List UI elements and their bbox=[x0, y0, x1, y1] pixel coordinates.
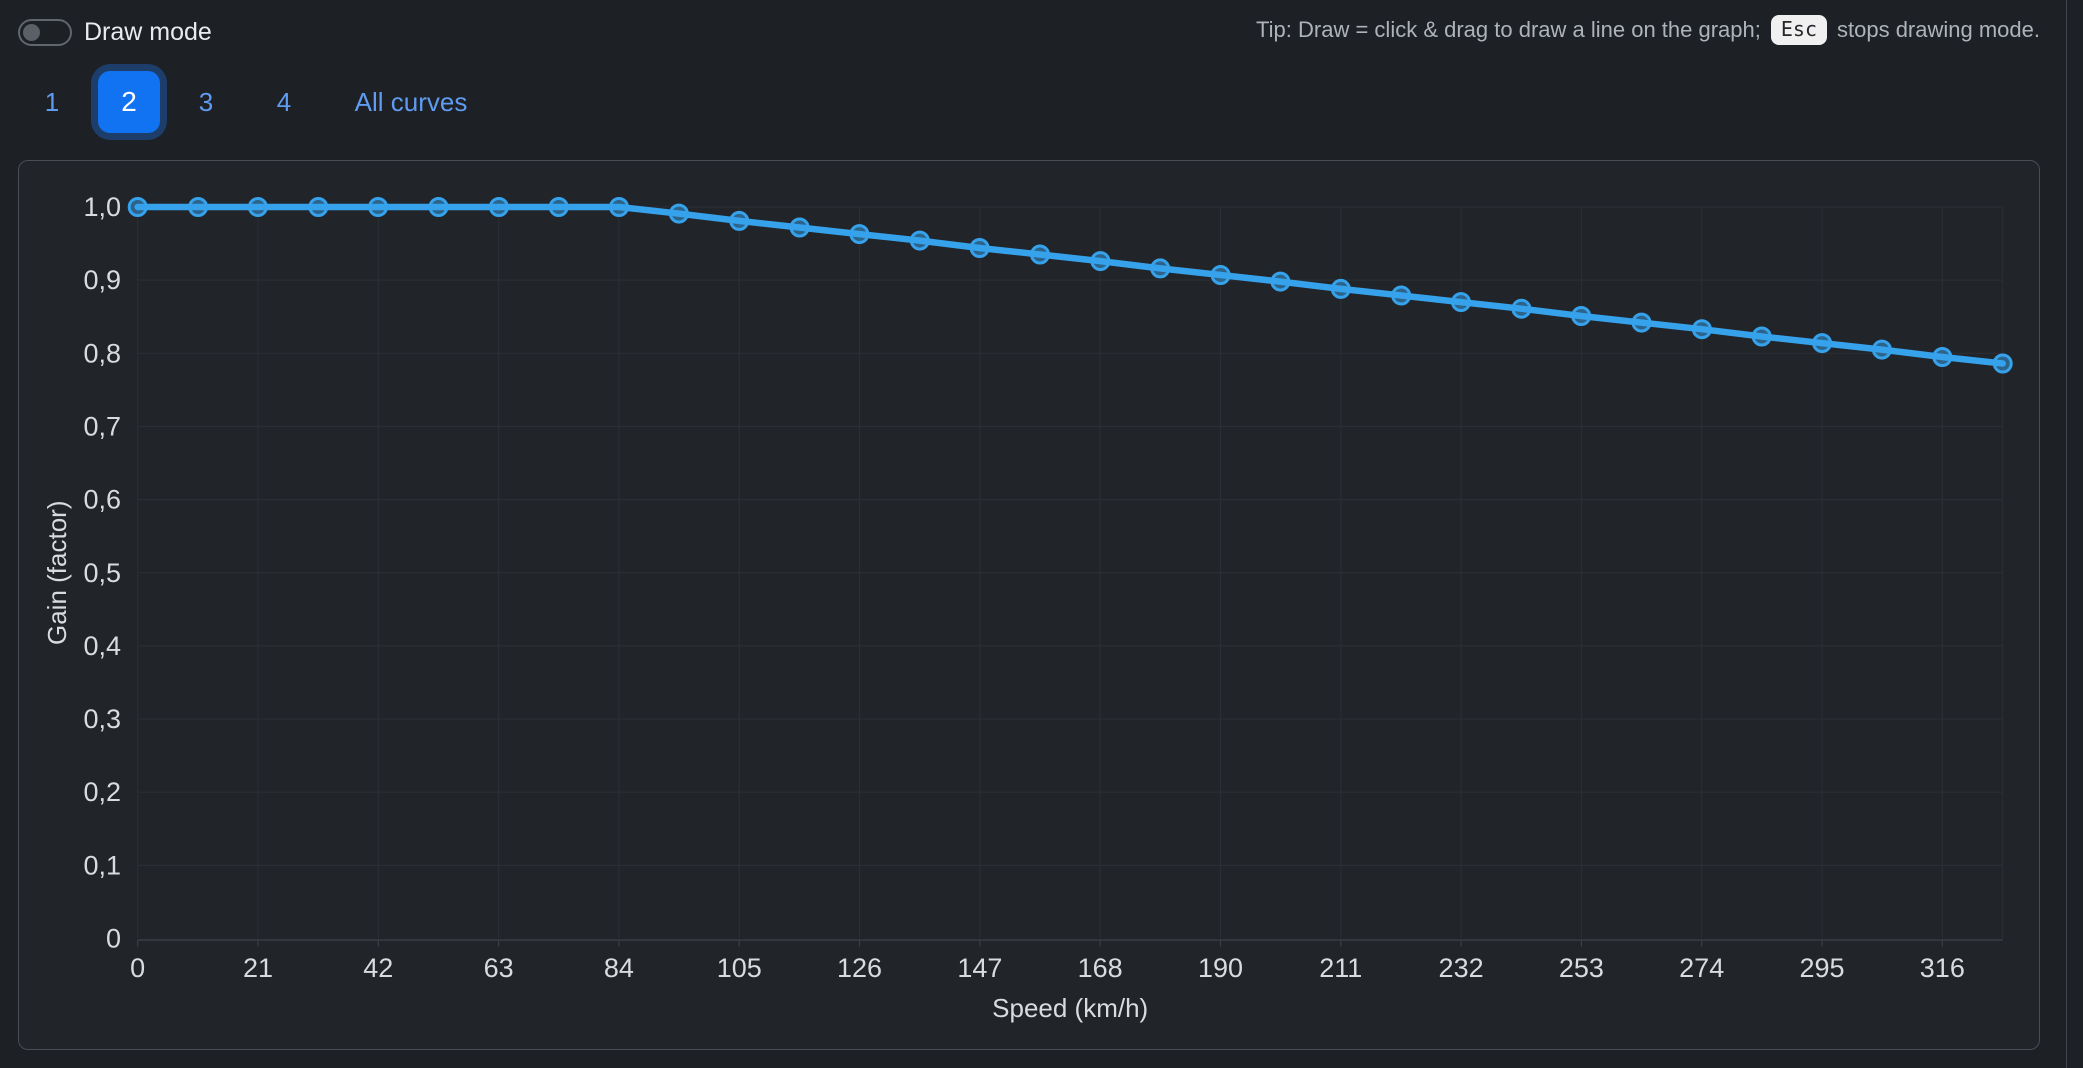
data-point-marker[interactable] bbox=[729, 210, 750, 231]
svg-text:274: 274 bbox=[1679, 953, 1724, 983]
curve-tabs: 1 2 3 4 All curves bbox=[0, 62, 1000, 142]
tip-text-after: stops drawing mode. bbox=[1837, 17, 2040, 42]
data-point-marker[interactable] bbox=[127, 197, 148, 217]
data-point-marker[interactable] bbox=[969, 238, 990, 258]
svg-text:0: 0 bbox=[106, 924, 121, 954]
svg-text:0,2: 0,2 bbox=[83, 777, 121, 807]
chart-grid bbox=[137, 206, 2004, 939]
svg-text:0,9: 0,9 bbox=[83, 265, 121, 295]
data-point-marker[interactable] bbox=[1631, 312, 1652, 333]
tip-text-before: Tip: Draw = click & drag to draw a line … bbox=[1256, 17, 1761, 42]
data-point-marker[interactable] bbox=[1751, 326, 1772, 347]
esc-keycap: Esc bbox=[1770, 15, 1827, 45]
x-axis-tick-labels: 0 21 42 63 84 105 126 147 168 190 211 232 253 274 295 3… bbox=[130, 953, 1965, 983]
gain-chart[interactable]: 1,0 0,9 0,8 0,7 0,6 0,5 0,4 0,3 0,2 0,1 00 21 42 63 84… bbox=[19, 161, 2041, 1051]
x-axis-line bbox=[137, 939, 2003, 947]
data-point-marker[interactable] bbox=[1270, 271, 1291, 292]
svg-text:211: 211 bbox=[1319, 953, 1362, 983]
svg-text:1,0: 1,0 bbox=[83, 192, 121, 222]
svg-text:0,1: 0,1 bbox=[83, 850, 121, 880]
svg-text:147: 147 bbox=[957, 953, 1002, 983]
right-edge-divider bbox=[2066, 0, 2067, 1068]
top-bar: Draw mode Tip: Draw = click & drag to dr… bbox=[0, 0, 2083, 60]
svg-text:0,5: 0,5 bbox=[83, 558, 121, 588]
chart-card: 1,0 0,9 0,8 0,7 0,6 0,5 0,4 0,3 0,2 0,1 0 0 21 42 63 84… bbox=[18, 160, 2040, 1050]
data-point-marker[interactable] bbox=[1210, 265, 1231, 285]
data-point-marker[interactable] bbox=[1090, 251, 1111, 272]
data-point-marker[interactable] bbox=[1451, 292, 1471, 313]
svg-text:295: 295 bbox=[1799, 953, 1844, 983]
data-point-marker[interactable] bbox=[849, 224, 870, 245]
tab-curve-2-selected[interactable]: 2 bbox=[98, 71, 160, 133]
data-point-marker[interactable] bbox=[1992, 353, 2013, 374]
svg-text:190: 190 bbox=[1198, 953, 1243, 983]
data-point-marker[interactable] bbox=[1150, 258, 1171, 279]
svg-text:126: 126 bbox=[837, 953, 882, 983]
data-point-marker[interactable] bbox=[1030, 244, 1050, 265]
gain-curve-line[interactable] bbox=[134, 203, 2006, 367]
data-point-marker[interactable] bbox=[1391, 285, 1412, 306]
draw-mode-toggle[interactable] bbox=[18, 19, 72, 46]
data-point-marker[interactable] bbox=[609, 197, 629, 217]
svg-text:0,4: 0,4 bbox=[83, 631, 121, 661]
y-axis-tick-labels: 1,0 0,9 0,8 0,7 0,6 0,5 0,4 0,3 0,2 0,1 0 bbox=[83, 192, 121, 954]
series-curve-2[interactable] bbox=[127, 197, 2013, 374]
data-point-marker[interactable] bbox=[1330, 278, 1351, 299]
draw-mode-label: Draw mode bbox=[84, 18, 212, 46]
data-point-marker[interactable] bbox=[488, 197, 509, 217]
data-point-marker[interactable] bbox=[308, 197, 329, 217]
data-point-marker[interactable] bbox=[548, 197, 569, 217]
tab-curve-3[interactable]: 3 bbox=[198, 86, 214, 117]
data-point-marker[interactable] bbox=[668, 203, 689, 224]
svg-text:0,6: 0,6 bbox=[83, 485, 121, 515]
data-point-marker[interactable] bbox=[1511, 298, 1532, 319]
tab-curve-4[interactable]: 4 bbox=[276, 86, 292, 117]
svg-text:84: 84 bbox=[604, 953, 634, 983]
data-point-marker[interactable] bbox=[1691, 319, 1712, 340]
data-point-marker[interactable] bbox=[909, 230, 930, 251]
tab-curve-1[interactable]: 1 bbox=[44, 86, 60, 117]
svg-text:253: 253 bbox=[1559, 953, 1604, 983]
tab-all-curves[interactable]: All curves bbox=[354, 86, 468, 117]
toggle-knob-icon bbox=[23, 24, 40, 41]
svg-text:21: 21 bbox=[243, 953, 273, 983]
y-axis-title: Gain (factor) bbox=[42, 501, 72, 646]
svg-text:0: 0 bbox=[130, 953, 145, 983]
svg-text:63: 63 bbox=[484, 953, 514, 983]
svg-text:0,7: 0,7 bbox=[83, 411, 121, 441]
data-point-marker[interactable] bbox=[428, 197, 449, 217]
tip-text: Tip: Draw = click & drag to draw a line … bbox=[1256, 0, 2040, 60]
data-point-marker[interactable] bbox=[789, 217, 810, 238]
data-point-marker[interactable] bbox=[1871, 339, 1892, 360]
svg-text:105: 105 bbox=[717, 953, 762, 983]
svg-text:168: 168 bbox=[1078, 953, 1123, 983]
data-point-marker[interactable] bbox=[1812, 333, 1833, 354]
svg-text:232: 232 bbox=[1439, 953, 1484, 983]
data-point-marker[interactable] bbox=[1571, 306, 1592, 326]
svg-text:42: 42 bbox=[363, 953, 393, 983]
x-axis-title: Speed (km/h) bbox=[992, 993, 1148, 1023]
svg-text:0,3: 0,3 bbox=[83, 704, 121, 734]
svg-text:316: 316 bbox=[1920, 953, 1965, 983]
svg-text:0,8: 0,8 bbox=[83, 338, 121, 368]
data-point-marker[interactable] bbox=[188, 197, 209, 217]
data-point-marker[interactable] bbox=[368, 197, 389, 217]
data-point-marker[interactable] bbox=[1932, 347, 1953, 367]
data-point-marker[interactable] bbox=[247, 197, 268, 217]
